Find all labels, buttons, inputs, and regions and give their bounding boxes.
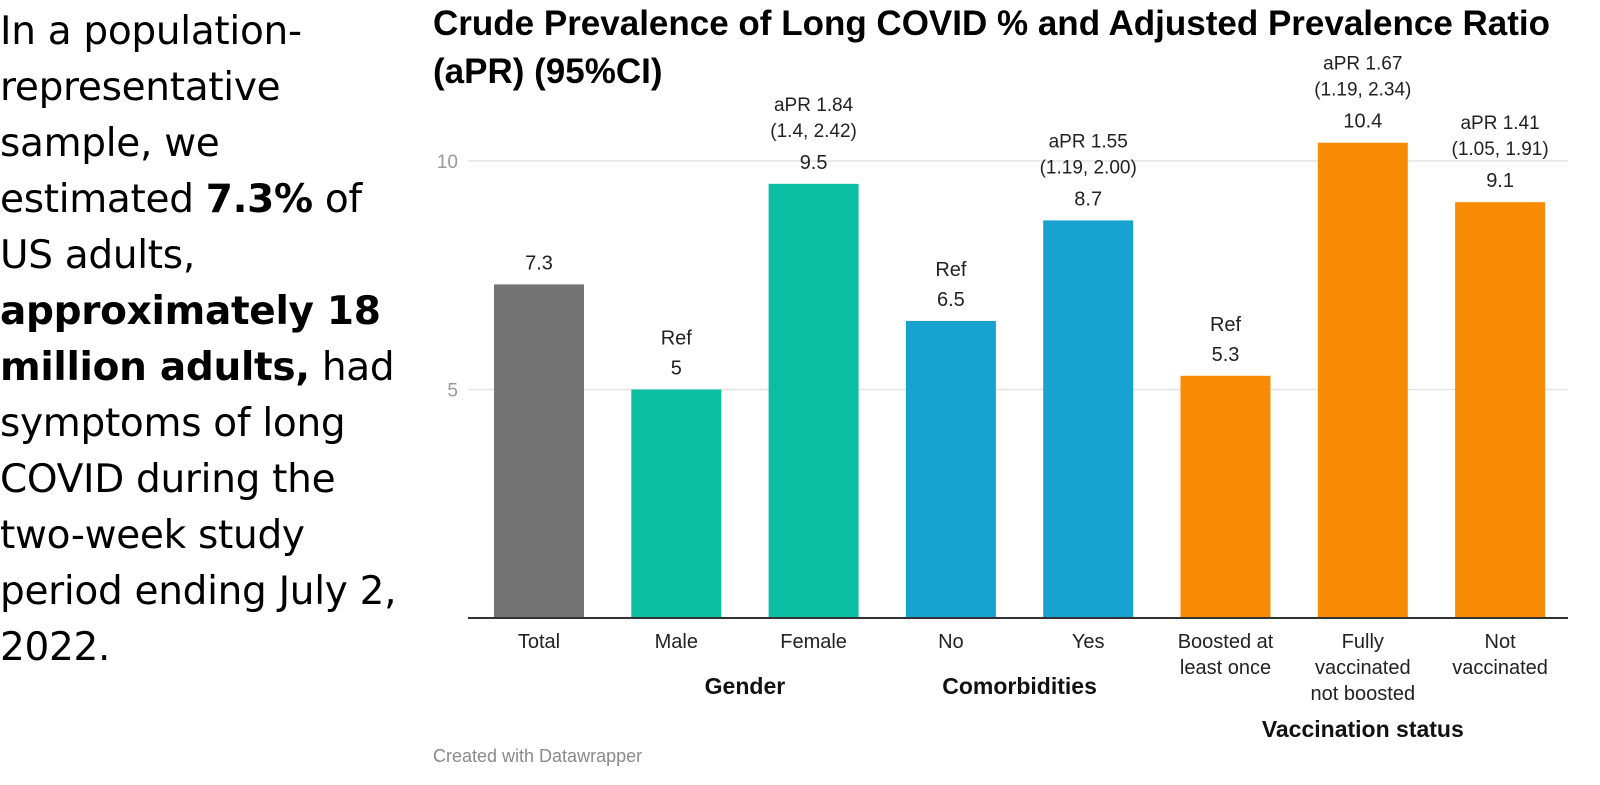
- data-label: 10.4: [1343, 111, 1382, 133]
- x-tick-label: Yes: [1072, 631, 1105, 653]
- group-label: Vaccination status: [1262, 716, 1464, 742]
- summary-segment: had symptoms of long COVID during the tw…: [0, 345, 397, 670]
- bar: [631, 389, 722, 618]
- summary-highlight: approximately 18 million adults,: [0, 289, 381, 390]
- bar: [1043, 220, 1134, 618]
- annotation-label: Ref: [661, 328, 693, 350]
- summary-text: In a population-representative sample, w…: [0, 4, 405, 676]
- x-tick-label: least once: [1180, 657, 1271, 679]
- x-tick-label: Total: [518, 631, 560, 653]
- footer-credit: Created with Datawrapper: [433, 746, 643, 766]
- annotation-label: aPR 1.41: [1460, 113, 1539, 134]
- summary-segment: In a population-representative sample, w…: [0, 9, 302, 222]
- x-tick-label: Male: [655, 631, 698, 653]
- annotation-ci-label: (1.05, 1.91): [1452, 139, 1549, 160]
- data-label: 9.5: [800, 152, 828, 174]
- x-tick-label: vaccinated: [1452, 657, 1548, 679]
- annotation-ci-label: (1.19, 2.00): [1040, 157, 1137, 178]
- data-label: 5: [671, 358, 682, 380]
- x-tick-label: Female: [780, 631, 847, 653]
- x-tick-label: not boosted: [1311, 683, 1416, 705]
- data-label: 6.5: [937, 289, 965, 311]
- group-label: Gender: [705, 673, 786, 699]
- group-label: Comorbidities: [942, 673, 1097, 699]
- x-tick-label: Fully: [1342, 631, 1384, 653]
- x-tick-label: vaccinated: [1315, 657, 1411, 679]
- data-label: 8.7: [1074, 188, 1102, 210]
- x-tick-label: No: [938, 631, 964, 653]
- chart-title: Crude Prevalence of Long COVID % and Adj…: [433, 4, 1551, 91]
- bar: [494, 284, 584, 618]
- bar: [1317, 142, 1408, 618]
- data-label: 9.1: [1486, 170, 1514, 192]
- annotation-label: Ref: [935, 259, 967, 281]
- annotation-ci-label: (1.4, 2.42): [770, 121, 857, 142]
- bar: [1455, 202, 1546, 618]
- annotation-label: aPR 1.55: [1049, 131, 1128, 152]
- annotation-label: aPR 1.67: [1323, 54, 1402, 75]
- annotation-label: Ref: [1210, 314, 1242, 336]
- y-tick-label: 10: [437, 152, 458, 173]
- x-tick-label: Boosted at: [1178, 631, 1274, 653]
- bar: [1180, 375, 1271, 618]
- annotation-ci-label: (1.19, 2.34): [1314, 80, 1411, 101]
- bar: [905, 320, 996, 618]
- data-label: 7.3: [525, 252, 553, 274]
- summary-highlight: 7.3%: [205, 177, 313, 222]
- summary-segment: of US adults,: [0, 177, 362, 278]
- data-label: 5.3: [1212, 344, 1240, 366]
- bar: [768, 183, 859, 618]
- annotation-label: aPR 1.84: [774, 95, 854, 116]
- y-tick-label: 5: [447, 381, 458, 402]
- x-tick-label: Not: [1485, 631, 1517, 653]
